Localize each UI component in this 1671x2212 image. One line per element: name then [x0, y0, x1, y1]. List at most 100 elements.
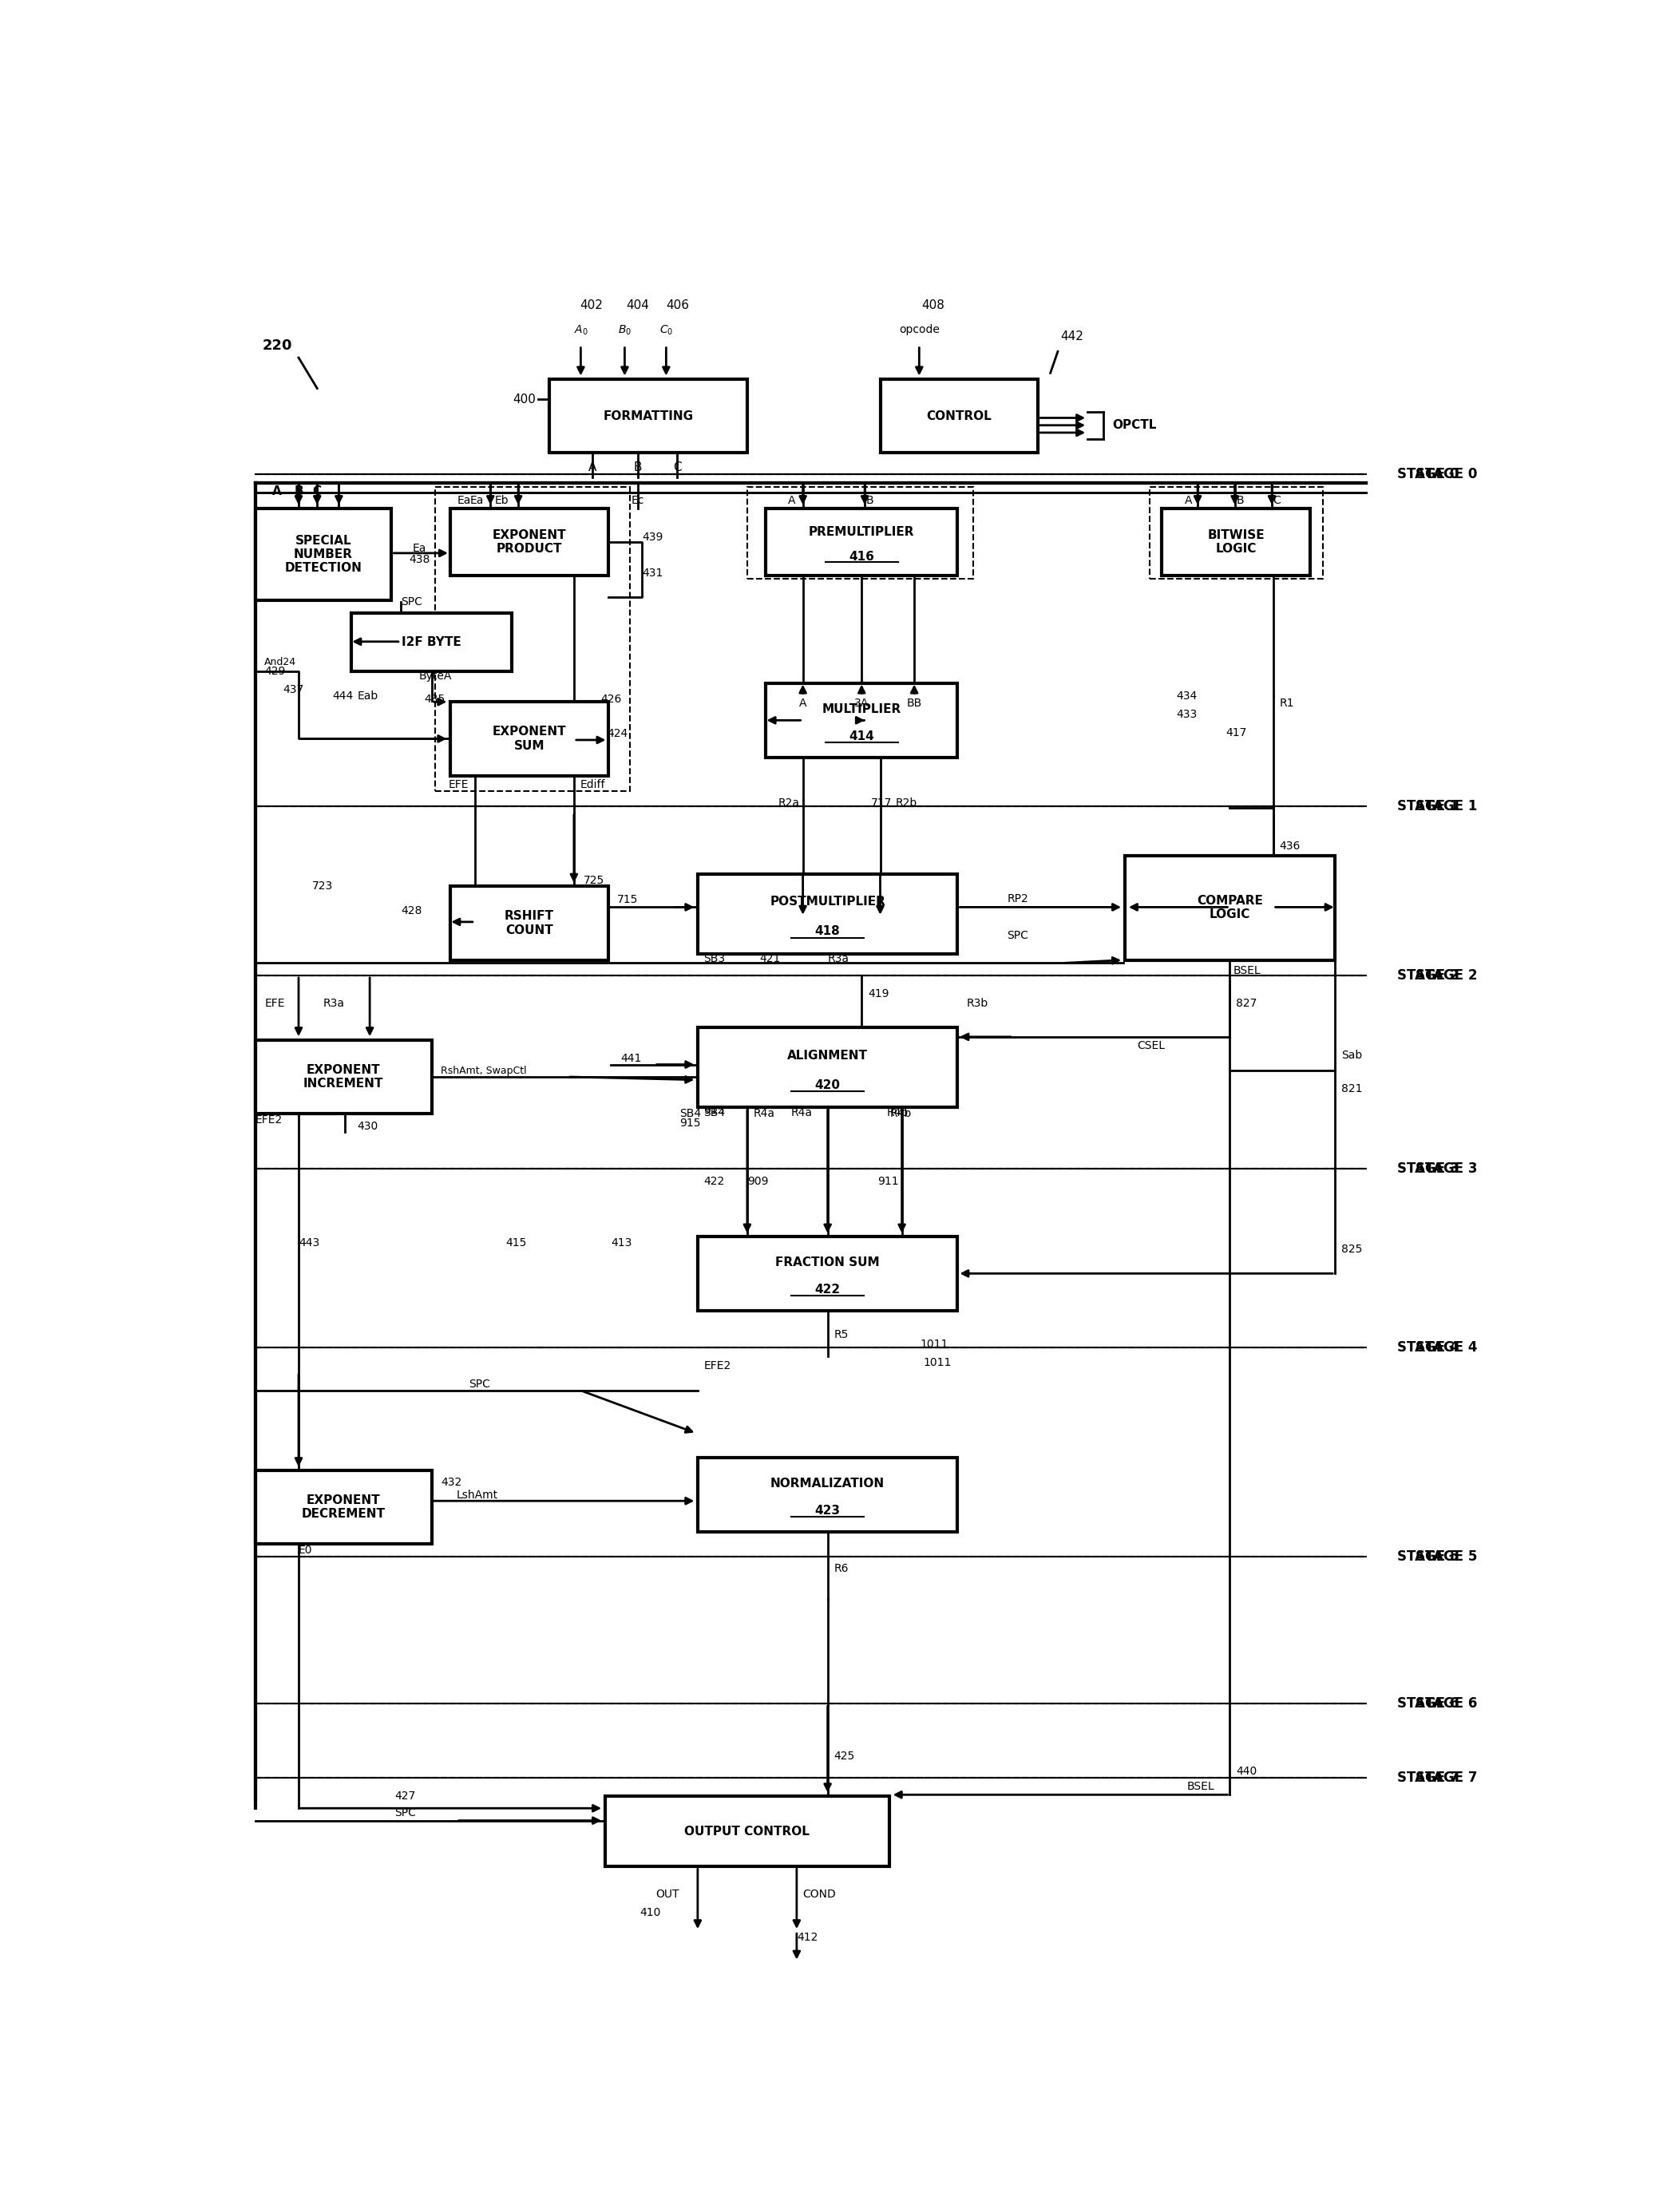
- Text: A: A: [799, 697, 807, 708]
- Text: STAGE 0: STAGE 0: [1415, 467, 1477, 482]
- Text: STAGE 2: STAGE 2: [1415, 969, 1477, 982]
- Text: 419: 419: [867, 989, 889, 1000]
- Text: 825: 825: [1342, 1243, 1362, 1254]
- Text: 438: 438: [409, 553, 429, 564]
- Text: R4b: R4b: [886, 1106, 907, 1117]
- Text: STAGE 6: STAGE 6: [1415, 1697, 1477, 1710]
- Text: 911: 911: [877, 1177, 899, 1188]
- Text: 400: 400: [513, 394, 536, 405]
- Text: R4a: R4a: [790, 1106, 812, 1117]
- Text: FRACTION SUM: FRACTION SUM: [775, 1256, 879, 1267]
- Text: 404: 404: [627, 299, 650, 312]
- Text: Eb: Eb: [495, 495, 508, 507]
- Text: 821: 821: [1342, 1084, 1362, 1095]
- Text: Ec: Ec: [632, 495, 645, 507]
- Text: STAGE 1: STAGE 1: [1397, 799, 1459, 814]
- Text: FORMATTING: FORMATTING: [603, 409, 693, 422]
- Text: R3b: R3b: [968, 998, 989, 1009]
- Text: 428: 428: [401, 905, 421, 916]
- Text: R4b: R4b: [889, 1108, 911, 1119]
- Text: 441: 441: [620, 1053, 642, 1064]
- Text: OPCTL: OPCTL: [1113, 420, 1156, 431]
- Text: SB3: SB3: [703, 953, 725, 964]
- Text: STAGE 7: STAGE 7: [1397, 1770, 1459, 1785]
- Text: 406: 406: [665, 299, 688, 312]
- Bar: [698, 1029, 957, 1108]
- Bar: [434, 487, 630, 792]
- Text: RshAmt, SwapCtl: RshAmt, SwapCtl: [441, 1066, 526, 1075]
- Text: EXPONENT
DECREMENT: EXPONENT DECREMENT: [301, 1493, 386, 1520]
- Bar: [698, 1237, 957, 1310]
- Text: A: A: [588, 460, 597, 473]
- Text: 413: 413: [612, 1237, 632, 1248]
- Text: A: A: [272, 487, 282, 498]
- Text: $A_0$: $A_0$: [573, 323, 588, 336]
- Text: Ea: Ea: [458, 495, 471, 507]
- Text: 436: 436: [1280, 841, 1300, 852]
- Text: 827: 827: [1237, 998, 1257, 1009]
- Bar: [747, 487, 973, 580]
- Bar: [698, 874, 957, 953]
- Text: 915: 915: [703, 1106, 725, 1117]
- Text: 439: 439: [642, 531, 663, 542]
- Text: EFE2: EFE2: [703, 1360, 732, 1371]
- Text: PREMULTIPLIER: PREMULTIPLIER: [809, 526, 914, 538]
- Text: 421: 421: [760, 953, 780, 964]
- Bar: [605, 1796, 889, 1867]
- Text: EXPONENT
INCREMENT: EXPONENT INCREMENT: [304, 1064, 384, 1091]
- Text: SPC: SPC: [394, 1807, 416, 1818]
- Text: B: B: [1237, 495, 1243, 507]
- Text: 915: 915: [680, 1117, 700, 1128]
- Text: A: A: [1185, 495, 1193, 507]
- Text: 442: 442: [1061, 330, 1083, 343]
- Text: 433: 433: [1176, 708, 1196, 719]
- Text: 1011: 1011: [924, 1356, 952, 1369]
- Text: R5: R5: [834, 1329, 849, 1340]
- Text: R1: R1: [1280, 697, 1293, 708]
- Text: BB: BB: [907, 697, 922, 708]
- Text: 1011: 1011: [921, 1338, 949, 1349]
- Text: Ea: Ea: [470, 495, 485, 507]
- Text: CSEL: CSEL: [1136, 1040, 1165, 1051]
- Text: Ediff: Ediff: [580, 779, 605, 790]
- Text: ByteA: ByteA: [419, 670, 453, 681]
- Text: ALIGNMENT: ALIGNMENT: [787, 1051, 867, 1062]
- Text: 402: 402: [580, 299, 603, 312]
- Text: Eab: Eab: [358, 690, 378, 701]
- Text: R3a: R3a: [827, 953, 849, 964]
- Text: R2b: R2b: [896, 799, 917, 810]
- Text: EFE: EFE: [448, 779, 470, 790]
- Text: BSEL: BSEL: [1186, 1781, 1215, 1792]
- Text: 420: 420: [815, 1079, 841, 1091]
- Text: 415: 415: [506, 1237, 526, 1248]
- Text: $C_0$: $C_0$: [660, 323, 673, 336]
- Text: NORMALIZATION: NORMALIZATION: [770, 1478, 884, 1489]
- Text: STAGE 2: STAGE 2: [1397, 969, 1459, 982]
- Text: RSHIFT
COUNT: RSHIFT COUNT: [505, 909, 553, 936]
- Text: BSEL: BSEL: [1233, 964, 1260, 978]
- Text: 430: 430: [358, 1121, 378, 1133]
- Text: STAGE 3: STAGE 3: [1415, 1161, 1477, 1177]
- Text: 725: 725: [583, 874, 605, 885]
- Text: 427: 427: [394, 1790, 416, 1801]
- Text: 414: 414: [849, 730, 874, 743]
- Text: 426: 426: [600, 695, 622, 706]
- Text: 3A: 3A: [854, 697, 869, 708]
- Text: B: B: [866, 495, 874, 507]
- Text: EXPONENT
PRODUCT: EXPONENT PRODUCT: [491, 529, 566, 555]
- Text: 435: 435: [424, 695, 444, 706]
- Text: 715: 715: [617, 894, 638, 905]
- Bar: [1161, 509, 1310, 575]
- Text: EXPONENT
SUM: EXPONENT SUM: [491, 726, 566, 752]
- Text: R3a: R3a: [324, 998, 344, 1009]
- Text: 408: 408: [921, 299, 944, 312]
- Text: 417: 417: [1225, 728, 1247, 739]
- Text: 425: 425: [834, 1750, 856, 1761]
- Text: 444: 444: [333, 690, 354, 701]
- Bar: [351, 613, 511, 670]
- Bar: [256, 509, 391, 599]
- Text: STAGE 3: STAGE 3: [1397, 1161, 1459, 1177]
- Text: 440: 440: [1237, 1765, 1257, 1776]
- Text: EFE: EFE: [264, 998, 286, 1009]
- Text: BITWISE
LOGIC: BITWISE LOGIC: [1208, 529, 1265, 555]
